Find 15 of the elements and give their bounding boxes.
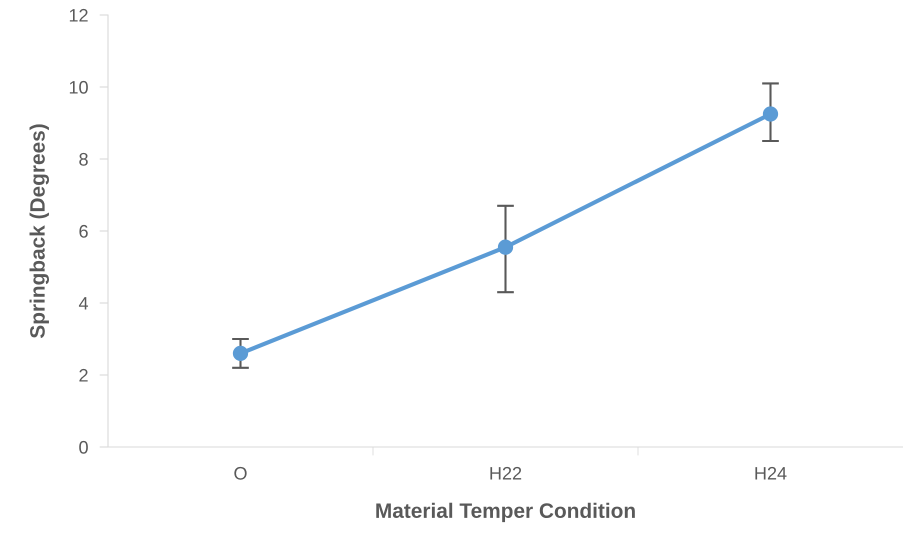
y-axis-title: Springback (Degrees) [30,124,50,338]
point [498,240,514,255]
point [762,106,778,122]
y-tick-label: 12 [70,8,88,22]
y-tick-label: 6 [79,224,88,238]
x-tick-label: H24 [755,466,787,480]
y-tick-label: 8 [79,152,88,166]
y-tick-label: 10 [70,80,88,94]
x-tick-label: O [234,466,247,480]
x-axis-title: Material Temper Condition [376,502,635,522]
point [232,346,248,362]
y-tick-label: 4 [78,297,88,310]
y-tick-label: 0 [79,440,88,454]
x-tick-label: H22 [490,466,522,480]
y-tick-label: 2 [79,368,88,382]
